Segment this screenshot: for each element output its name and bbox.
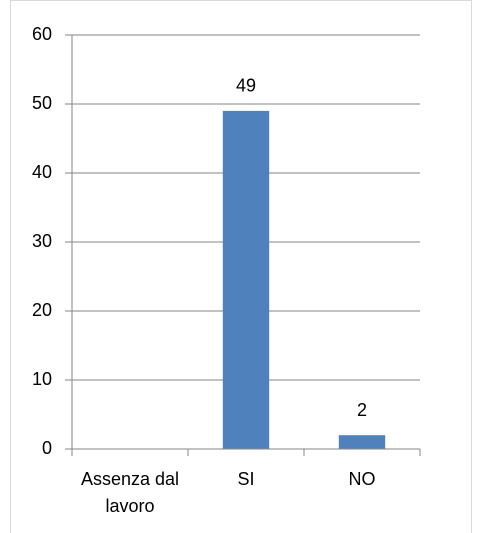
x-tick-label: NO (348, 469, 376, 489)
y-tick-label: 0 (42, 438, 52, 458)
y-tick-label: 20 (32, 300, 52, 320)
y-tick-label: 30 (32, 231, 52, 251)
x-tick-label: SI (237, 469, 255, 489)
y-tick-label: 50 (32, 93, 52, 113)
data-label: 2 (357, 400, 367, 420)
data-label: 49 (236, 76, 256, 96)
bar (222, 110, 270, 450)
y-tick-label: 10 (32, 369, 52, 389)
y-tick-label: 40 (32, 162, 52, 182)
chart-border (10, 0, 472, 533)
y-tick-label: 60 (32, 24, 52, 44)
bar (338, 435, 386, 449)
x-tick-label: Assenza dal lavoro (80, 469, 180, 516)
